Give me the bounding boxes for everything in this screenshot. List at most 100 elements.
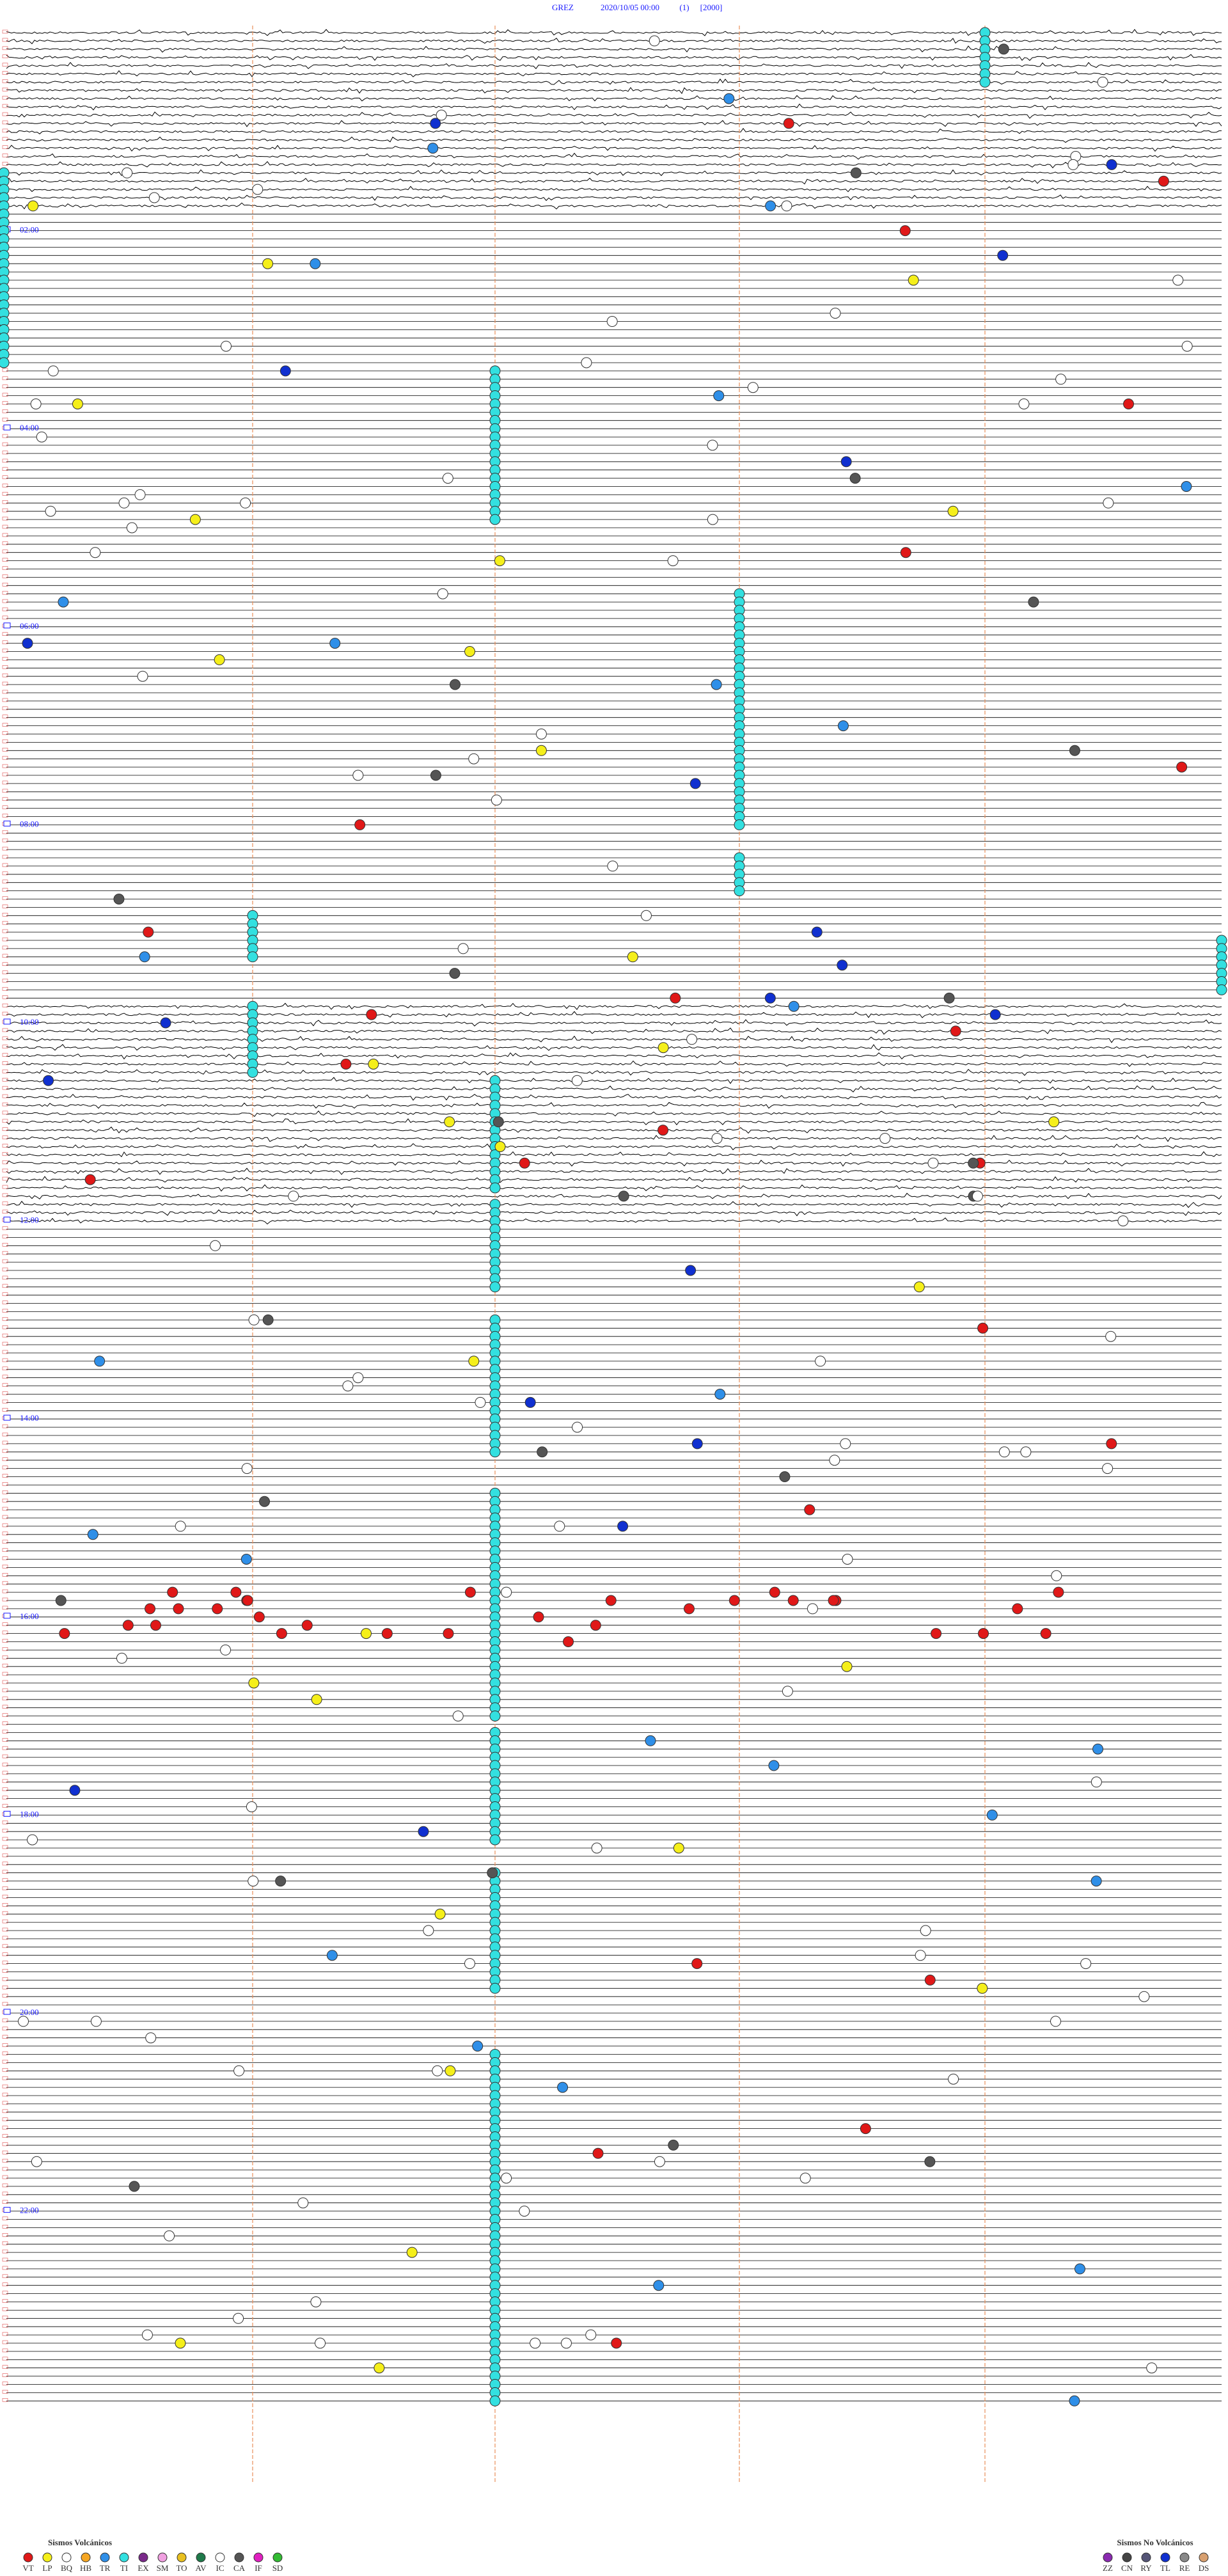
trace: [6, 1093, 1222, 1101]
minute-marker: [2, 896, 8, 900]
event: [723, 93, 735, 104]
minute-marker: [2, 2167, 8, 2171]
event: [406, 2247, 418, 2258]
minute-marker: [2, 1094, 8, 1098]
event: [585, 2329, 597, 2341]
trace: [6, 1085, 1222, 1093]
minute-marker: [2, 46, 8, 51]
event: [220, 340, 232, 352]
event: [444, 1116, 455, 1128]
minute-marker: [2, 1201, 8, 1206]
minute-marker: [2, 1861, 8, 1866]
event: [968, 1157, 979, 1169]
minute-marker: [2, 715, 8, 718]
trace: [6, 1209, 1222, 1217]
minute-marker: [2, 1944, 8, 1948]
trace: [6, 54, 1222, 61]
trace: [6, 1167, 1222, 1175]
event: [122, 1620, 134, 1631]
minute-marker: [2, 401, 8, 405]
minute-marker: [2, 640, 8, 644]
minute-marker: [2, 475, 8, 479]
event: [423, 1925, 434, 1936]
event: [248, 1876, 259, 1887]
event: [815, 1355, 826, 1367]
minute-marker: [2, 1919, 8, 1924]
trace: [6, 194, 1222, 201]
minute-marker: [2, 384, 8, 389]
event: [28, 200, 39, 212]
minute-marker: [2, 2158, 8, 2163]
trace: [6, 61, 1222, 70]
minute-marker: [2, 905, 8, 908]
minute-marker: [2, 913, 8, 917]
event: [915, 1950, 926, 1961]
minute-marker: [2, 954, 8, 958]
minute-marker: [2, 1135, 8, 1139]
minute-marker: [2, 1482, 8, 1486]
minute-marker: [2, 1341, 8, 1346]
event: [30, 399, 42, 409]
minute-marker: [2, 846, 8, 851]
event: [1080, 1958, 1092, 1970]
event: [1123, 399, 1135, 409]
event: [145, 2032, 157, 2044]
event: [489, 514, 501, 525]
minute-marker: [2, 2266, 8, 2270]
event: [175, 1521, 186, 1532]
minute-marker: [2, 1235, 8, 1238]
event: [489, 1982, 501, 1994]
event: [160, 1017, 171, 1029]
minute-marker: [2, 1144, 8, 1148]
event: [943, 992, 955, 1004]
minute-marker: [2, 615, 8, 620]
trace: [6, 37, 1222, 45]
hour-marker: [3, 1414, 11, 1421]
legend-swatch: [138, 2552, 148, 2563]
event: [1048, 1116, 1060, 1128]
trace: [6, 1019, 1222, 1027]
event: [259, 1496, 271, 1507]
event: [118, 497, 130, 509]
event: [627, 951, 638, 963]
minute-marker: [2, 1498, 8, 1503]
event: [233, 2065, 245, 2076]
legend-swatch: [196, 2552, 206, 2563]
event: [779, 1471, 791, 1482]
minute-marker: [2, 888, 8, 892]
event: [768, 1760, 780, 1771]
event: [262, 1314, 274, 1325]
legend-swatch: [61, 2552, 72, 2563]
event: [252, 184, 264, 195]
trace: [6, 202, 1222, 210]
legend-swatch: [1179, 2552, 1190, 2563]
minute-marker: [2, 1383, 8, 1387]
minute-marker: [2, 1400, 8, 1403]
event: [781, 200, 792, 212]
event: [129, 2181, 140, 2192]
minute-marker: [2, 71, 8, 75]
event: [591, 1842, 602, 1854]
legend-label: LP: [42, 2563, 52, 2573]
event: [326, 1950, 338, 1961]
minute-marker: [2, 1185, 8, 1189]
minute-marker: [2, 1804, 8, 1808]
trace: [6, 1110, 1222, 1117]
minute-marker: [2, 731, 8, 735]
event: [233, 2312, 244, 2324]
minute-marker: [2, 533, 8, 537]
event: [683, 1603, 695, 1615]
minute-marker: [2, 154, 8, 157]
legend-swatch: [100, 2552, 110, 2563]
event: [137, 670, 148, 682]
event: [492, 1116, 504, 1128]
event: [220, 1644, 232, 1655]
event: [59, 1628, 70, 1640]
minute-marker: [2, 1680, 8, 1684]
event: [537, 1446, 548, 1458]
event: [1069, 2395, 1080, 2406]
event: [950, 1025, 961, 1037]
legend-label: CA: [233, 2563, 246, 2573]
event: [728, 1595, 740, 1606]
minute-marker: [2, 979, 8, 983]
